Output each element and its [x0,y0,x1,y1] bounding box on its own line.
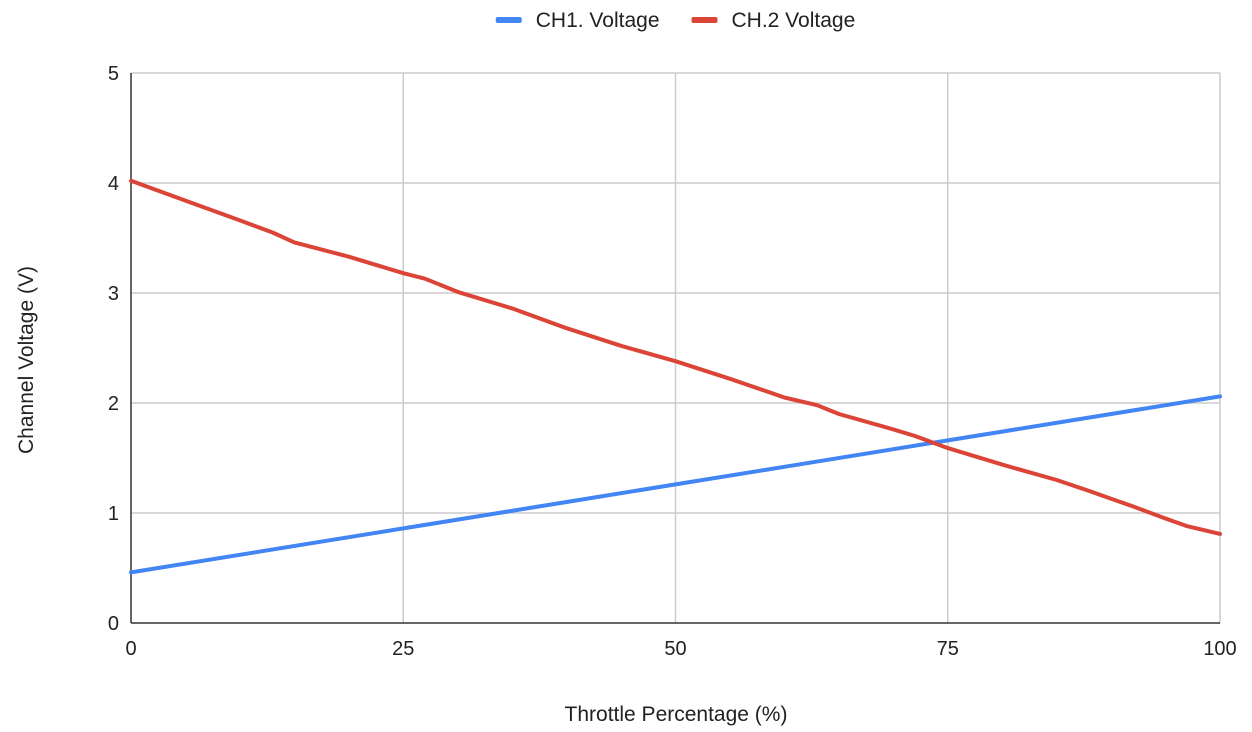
y-tick-label: 4 [108,173,119,195]
y-tick-label: 5 [108,63,119,85]
x-tick-label: 0 [125,638,136,660]
series-line-2 [129,178,1222,536]
x-tick-label: 25 [392,638,414,660]
y-tick-label: 0 [108,613,119,635]
x-tick-label: 50 [664,638,686,660]
legend-item: CH.2 Voltage [691,9,856,32]
grid-lines [131,72,1221,623]
y-tick-label: 3 [108,283,119,305]
legend-label: CH1. Voltage [536,9,660,32]
series-line-1 [129,394,1222,575]
y-axis-title: Channel Voltage (V) [15,266,38,454]
x-tick-label: 100 [1203,638,1236,660]
axes [130,73,1220,624]
y-tick-label: 1 [108,503,119,525]
legend-swatch [691,17,718,23]
y-tick-label: 2 [108,393,119,415]
legend-swatch [495,17,522,23]
legend-label: CH.2 Voltage [732,9,856,32]
legend-item: CH1. Voltage [495,9,660,32]
x-tick-label: 75 [937,638,959,660]
series-lines [129,178,1222,575]
x-axis-title: Throttle Percentage (%) [565,703,788,726]
legend: CH1. Voltage CH.2 Voltage [495,9,856,32]
